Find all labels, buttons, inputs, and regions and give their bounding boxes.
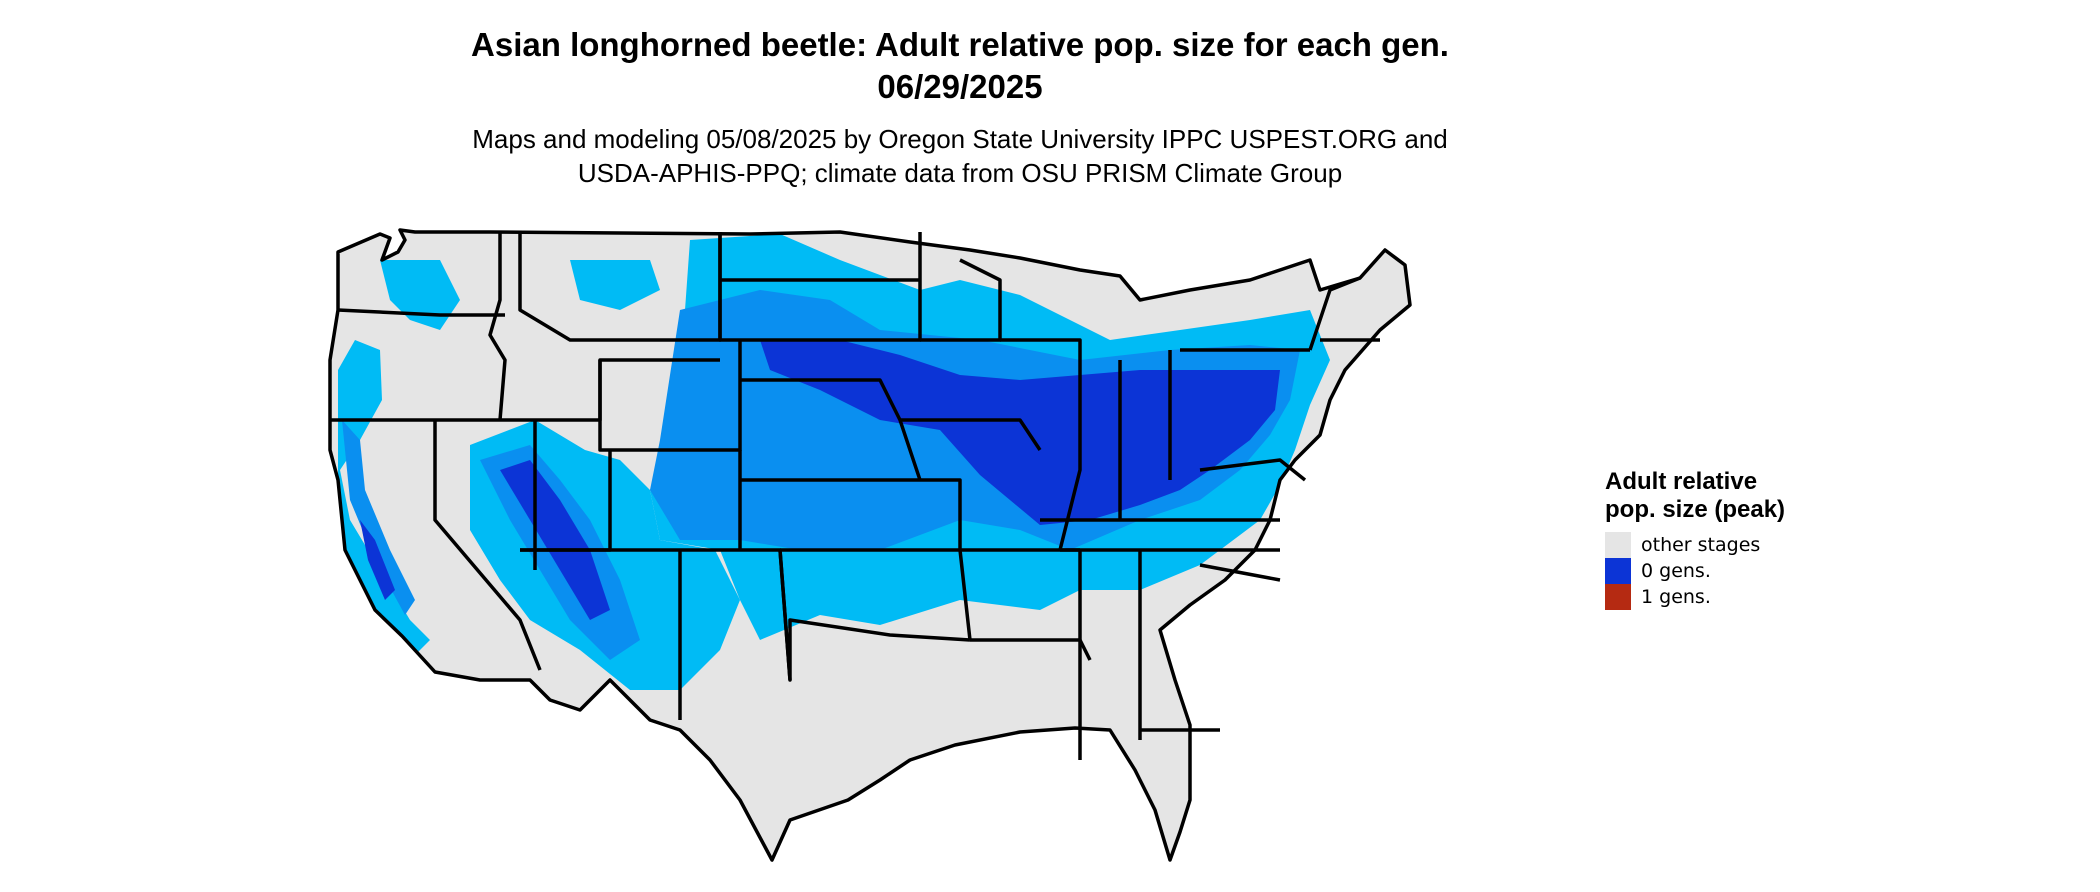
legend-label: other stages [1641,534,1761,556]
border-ia-mo [900,418,1042,451]
legend: Adult relative pop. size (peak) other st… [1605,468,1805,610]
subtitle-line-1: Maps and modeling 05/08/2025 by Oregon S… [472,124,1448,154]
subtitle-line-2: USDA-APHIS-PPQ; climate data from OSU PR… [577,158,1343,188]
border-wi-il [1000,338,1082,551]
zone-dark-blue-southwest [500,460,610,620]
zone-mid-blue-california [342,420,415,615]
title-line-2: 06/29/2025 [877,68,1043,105]
us-map [328,228,1412,862]
legend-swatch [1605,558,1631,584]
legend-swatch [1605,584,1631,610]
border-new-england [1308,276,1380,351]
legend-item: 1 gens. [1605,584,1805,610]
map-title: Asian longhorned beetle: Adult relative … [0,24,1920,108]
zone-dark-blue-core [760,340,1280,525]
us-outline [328,228,1412,862]
title-line-1: Asian longhorned beetle: Adult relative … [471,26,1449,63]
legend-swatch [1605,532,1631,558]
border-ks [740,478,962,550]
border-mn-ia [920,258,1002,342]
border-dakotas [718,232,922,342]
border-wy [598,340,742,452]
legend-label: 1 gens. [1641,586,1711,608]
border-id-west [488,232,507,421]
legend-title: Adult relative pop. size (peak) [1605,468,1786,523]
zone-dark-blue-california [360,520,395,600]
border-va [1199,458,1307,482]
border-tx-north [778,549,971,682]
border-wa-or [337,308,505,317]
legend-items: other stages 0 gens. 1 gens. [1605,532,1805,610]
border-ne [740,378,922,481]
legend-item: other stages [1605,532,1805,558]
border-ca-nv [433,420,542,671]
map-subtitle: Maps and modeling 05/08/2025 by Oregon S… [0,122,1920,190]
legend-label: 0 gens. [1641,560,1711,582]
zone-light-blue-idaho [570,260,660,310]
zone-light-blue-northwest [380,260,460,330]
state-borders [328,228,1412,862]
legend-item: 0 gens. [1605,558,1805,584]
border-nc-sc [1199,563,1281,582]
